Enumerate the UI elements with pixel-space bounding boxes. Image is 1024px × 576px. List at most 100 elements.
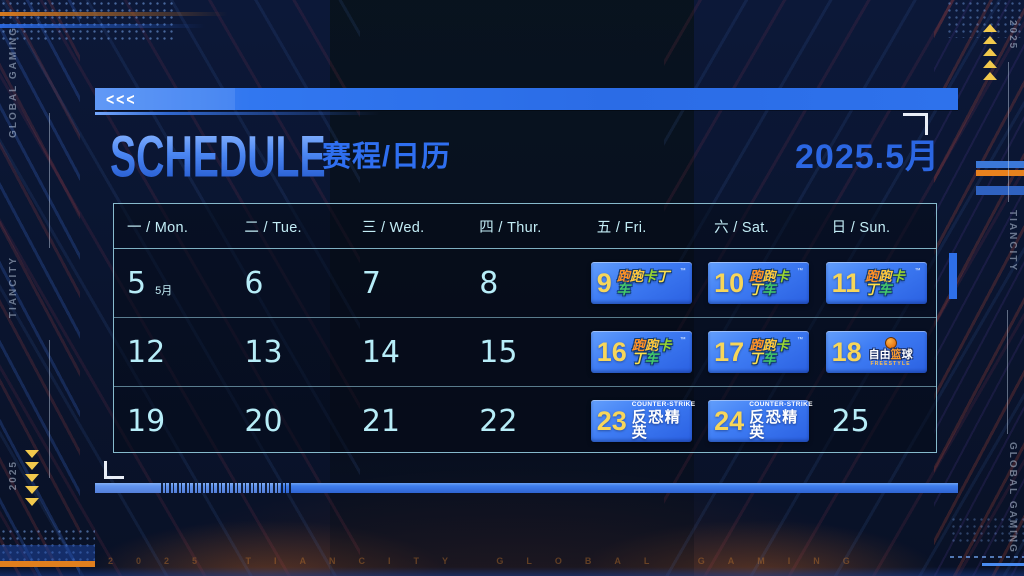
event-badge-kartrider-17[interactable]: 17 跑跑卡丁车 ™ [708,331,810,373]
event-badge-kartrider-11[interactable]: 11 跑跑卡丁车 ™ [825,262,927,304]
triangle-down-icon [25,498,39,506]
header-underline [95,112,380,115]
logo-char: 球 [901,349,913,361]
logo-char: 由 [879,349,891,361]
triangle-up-icon [983,48,997,56]
logo-char: 车 [644,351,659,366]
day-cell-17: 17 跑跑卡丁车 ™ [701,318,818,386]
day-number: 12 [127,334,166,370]
logo-char: 跑 [749,337,763,353]
day-cell-20: 20 [231,387,348,455]
dot-grid-bottom-right [950,516,1024,546]
event-badge-kartrider-16[interactable]: 16 跑跑卡丁车 ™ [590,331,692,373]
day-cell-10: 10 跑跑卡丁车 ™ [701,249,818,317]
kartrider-logo: 跑跑卡丁车 ™ [865,268,920,297]
deco-right-blue-bar [949,253,957,299]
month-start-note: 5月 [155,285,173,297]
event-badge-kartrider-10[interactable]: 10 跑跑卡丁车 ™ [708,262,810,304]
event-badge-cs-23[interactable]: 23 COUNTER-STRIKE 反恐精英 [590,400,695,442]
day-number: 7 [361,265,381,301]
logo-char: 车 [762,282,776,297]
background-edge-left [0,0,80,576]
logo-char: 跑 [762,268,776,284]
kartrider-logo-text: 跑跑卡丁车 [749,337,796,366]
day-number: 9 [596,267,612,298]
counter-strike-logo: COUNTER-STRIKE 反恐精英 [632,401,696,440]
logo-char: 自 [868,349,880,361]
freestyle-logo-subtitle: FREESTYLE [870,361,911,367]
day-cell-18: 18 自由篮球 FREESTYLE [819,318,936,386]
day-cell-15: 15 [466,318,583,386]
dashed-line-bottom-right [950,556,1024,558]
month-label: 2025.5月 [795,138,940,176]
kartrider-logo-text: 跑跑卡丁车 [632,337,679,366]
day-number: 11 [831,267,861,298]
header-bar: <<< [95,88,958,110]
logo-char: 跑 [616,268,631,284]
day-cell-7: 7 [349,249,466,317]
logo-char: 跑 [878,268,892,284]
day-number: 14 [361,334,401,370]
logo-char: 跑 [644,337,659,353]
kartrider-logo-text: 跑跑卡丁车 [616,268,679,297]
logo-char: 卡 [642,268,657,284]
side-label-global-gaming-left: GLOBAL GAMING [8,26,19,138]
kartrider-logo: 跑跑卡丁车 ™ [749,268,803,297]
calendar-week-row: 5 5月 6 7 8 9 跑跑卡丁车 ™ 10 跑跑卡丁车 ™ 11 跑跑卡丁车 ™ [114,249,936,318]
logo-char: 车 [616,282,631,297]
day-number: 21 [361,403,401,439]
day-cell-21: 21 [349,387,466,455]
day-number: 19 [127,403,166,439]
logo-char: 卡 [891,268,905,284]
dot-grid-top-left [0,0,175,40]
logo-char: 跑 [762,337,776,353]
basketball-icon [884,337,897,349]
event-badge-freestyle-18[interactable]: 18 自由篮球 FREESTYLE [825,331,927,373]
triangle-down-icon [25,486,39,494]
stripe-bottom-left-orange [0,561,95,567]
band-bottom-left-blue [0,545,95,561]
footer-watermark: 2025 TIANCITY GLOBAL GAMING [108,556,873,566]
stripe-top-left-orange [0,12,228,16]
logo-char: 卡 [657,337,672,353]
trademark-symbol: ™ [679,336,686,343]
day-cell-12: 12 [114,318,231,386]
day-number: 15 [479,334,518,370]
side-label-tiancity-right: TIANCITY [1007,210,1018,273]
weekday-label: 六 / Sat. [714,219,769,236]
title-row: SCHEDULE 赛程/日历 2025.5月 [110,122,940,186]
weekday-label: 四 / Thur. [479,219,542,236]
counter-strike-logo: COUNTER-STRIKE 反恐精英 [749,401,813,440]
event-badge-kartrider-9[interactable]: 9 跑跑卡丁车 ™ [590,262,692,304]
logo-char: 卡 [775,268,789,284]
day-cell-13: 13 [231,318,348,386]
kartrider-logo-text: 跑跑卡丁车 [749,268,796,297]
calendar-week-row: 19 20 21 22 23 COUNTER-STRIKE 反恐精英 24 COUNTER-ST… [114,387,936,455]
calendar-week-row: 12 13 14 15 16 跑跑卡丁车 ™ 17 跑跑卡丁车 ™ 18 自由篮球 FREESTYLE [114,318,936,387]
vertical-line-left-upper [49,113,50,248]
triangle-down-icon [25,462,39,470]
corner-bracket-bottom-left [104,461,124,479]
day-cell-24: 24 COUNTER-STRIKE 反恐精英 [701,387,818,455]
triangle-down-icon [25,474,39,482]
freestyle-logo-text: 自由篮球 [869,350,913,361]
back-arrows-icon[interactable]: <<< [106,89,137,109]
triangle-up-icon [983,72,997,80]
day-cell-25: 25 [819,387,936,455]
kartrider-logo: 跑跑卡丁车 ™ [616,267,686,297]
trademark-symbol: ™ [679,267,686,274]
vertical-line-right-lower [1007,310,1008,434]
stripe-right-blue-1 [976,161,1024,168]
logo-char: 丁 [865,282,879,297]
kartrider-logo-text: 跑跑卡丁车 [865,268,913,297]
calendar-header-row: 一 / Mon. 二 / Tue. 三 / Wed. 四 / Thur. 五 / Fri… [114,204,936,249]
barcode [161,483,293,493]
event-badge-cs-24[interactable]: 24 COUNTER-STRIKE 反恐精英 [708,400,813,442]
triangle-up-icon [983,24,997,32]
day-number: 20 [244,403,283,439]
day-number: 5 [127,265,147,301]
logo-char: 跑 [749,268,763,284]
day-number: 10 [714,267,745,298]
logo-char: 丁 [655,268,670,284]
